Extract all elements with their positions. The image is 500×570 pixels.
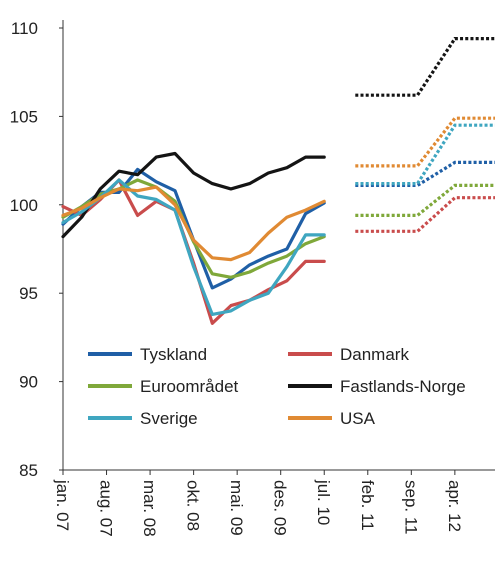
x-tick-label: jan. 07 bbox=[53, 479, 72, 531]
legend-label: USA bbox=[340, 409, 376, 428]
legend-label: Tyskland bbox=[140, 345, 207, 364]
series-line-fastlands-norge bbox=[61, 151, 326, 239]
legend-item-tyskland: Tyskland bbox=[88, 345, 207, 364]
legend-item-sverige: Sverige bbox=[88, 409, 198, 428]
legend-label: Fastlands-Norge bbox=[340, 377, 466, 396]
x-tick-label: sep. 11 bbox=[401, 480, 420, 535]
x-tick-label: apr. 12 bbox=[445, 480, 464, 532]
series-line-usa bbox=[61, 185, 326, 262]
series-line-sverige bbox=[61, 178, 326, 316]
x-tick-label: aug. 07 bbox=[97, 480, 116, 537]
forecast-line-fastlands-norge bbox=[355, 36, 495, 97]
forecast-line-usa bbox=[355, 116, 495, 168]
legend-item-euroomr-det: Euroområdet bbox=[88, 377, 239, 396]
legend-label: Sverige bbox=[140, 409, 198, 428]
y-tick-label: 105 bbox=[10, 107, 38, 126]
y-tick-label: 85 bbox=[19, 461, 38, 480]
forecast-line-tyskland bbox=[355, 160, 495, 187]
legend-label: Euroområdet bbox=[140, 377, 239, 396]
y-tick-label: 90 bbox=[19, 373, 38, 392]
legend-item-usa: USA bbox=[288, 409, 376, 428]
y-tick-label: 110 bbox=[11, 19, 38, 38]
x-tick-label: des. 09 bbox=[271, 480, 290, 536]
x-tick-label: feb. 11 bbox=[358, 480, 377, 531]
x-tick-label: mai. 09 bbox=[227, 480, 246, 536]
legend-item-fastlands-norge: Fastlands-Norge bbox=[288, 377, 466, 396]
forecast-line-danmark bbox=[355, 196, 495, 233]
y-tick-label: 95 bbox=[19, 284, 38, 303]
axes: 85 90 95 100 105 110 jan. 07 aug. 07 mar. 08 okt.… bbox=[10, 19, 495, 537]
legend-label: Danmark bbox=[340, 345, 409, 364]
series-layer bbox=[61, 36, 495, 325]
series-line-danmark bbox=[61, 178, 326, 325]
x-tick-label: okt. 08 bbox=[184, 480, 203, 531]
x-tick-label: jul. 10 bbox=[314, 479, 333, 525]
legend: Tyskland Danmark Euroområdet Fastlands-Norg… bbox=[88, 345, 466, 428]
forecast-line-euroomr-det bbox=[355, 183, 495, 217]
y-tick-label: 100 bbox=[10, 196, 38, 215]
x-tick-label: mar. 08 bbox=[140, 480, 159, 537]
legend-item-danmark: Danmark bbox=[288, 345, 409, 364]
forecast-line-sverige bbox=[355, 123, 495, 186]
